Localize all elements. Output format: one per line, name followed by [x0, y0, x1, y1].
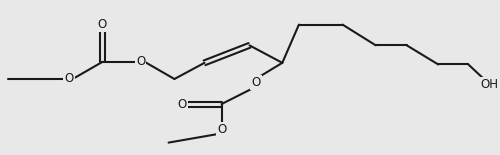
- Text: O: O: [136, 55, 145, 68]
- Text: OH: OH: [480, 78, 498, 91]
- Text: O: O: [217, 123, 226, 136]
- Text: O: O: [178, 97, 186, 111]
- Text: O: O: [64, 73, 74, 86]
- Text: O: O: [98, 18, 107, 31]
- Text: O: O: [252, 76, 261, 89]
